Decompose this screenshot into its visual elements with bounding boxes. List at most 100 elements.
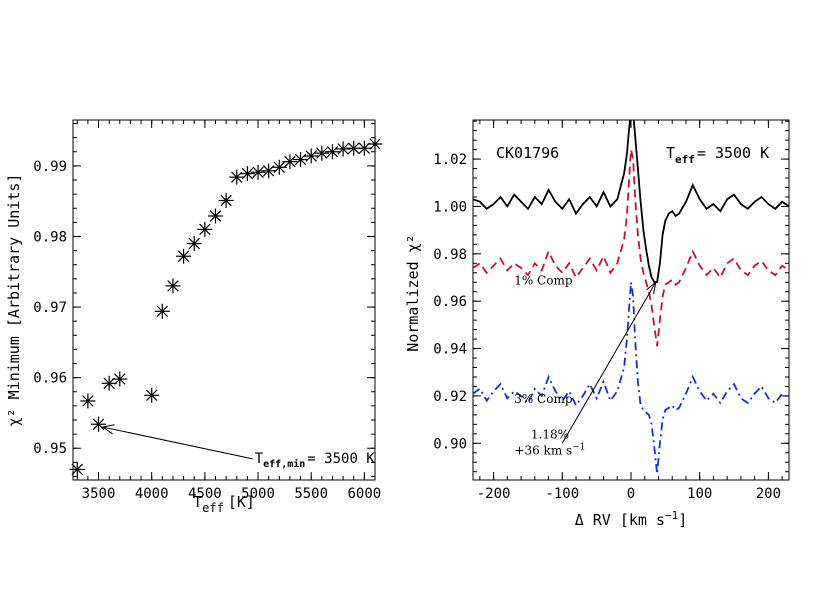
asterisk-stroke <box>369 138 381 150</box>
right-annotation: 1% Comp 3% Comp 1.18%+36 km s−1 <box>514 274 657 458</box>
data-point <box>271 159 287 175</box>
data-point <box>335 141 351 157</box>
asterisk-stroke <box>326 146 339 158</box>
left-xlabel: Teff [K] <box>193 493 255 515</box>
data-point <box>165 278 181 294</box>
data-point <box>261 163 277 179</box>
left-xlabel-unit: [K] <box>228 493 255 511</box>
asterisk-stroke <box>348 142 360 154</box>
right-ytick-label: 0.90 <box>433 436 467 452</box>
data-point <box>112 371 128 387</box>
right-xlabel-end: ] <box>678 511 687 529</box>
data-point <box>314 145 330 161</box>
star-label: CK01796 <box>496 144 559 162</box>
data-point <box>324 144 340 160</box>
data-point <box>91 416 107 432</box>
teff-label-sub: eff <box>675 153 695 166</box>
rv-annotation-line1: 1.18% <box>531 428 569 442</box>
asterisk-stroke <box>316 147 328 159</box>
teff-label: Teff = 3500 K <box>666 144 769 166</box>
left-plot-frame <box>72 119 376 481</box>
asterisk-stroke <box>167 280 179 292</box>
right-xtick-label: 100 <box>687 486 712 502</box>
left-panel: 3500 4000 4500 5000 5500 6000 0.95 0.96 0.97 0.98… <box>5 119 383 515</box>
series-line-2 <box>473 282 789 475</box>
right-ytick-label: 1.02 <box>433 152 467 168</box>
right-ytick-label: 0.98 <box>433 247 467 263</box>
asterisk-stroke <box>82 395 94 407</box>
asterisk-stroke <box>71 463 83 476</box>
rv-annotation-line2: +36 km s−1 <box>514 443 585 458</box>
asterisk-stroke <box>92 418 105 430</box>
rv-annotation-line2-exp: −1 <box>572 443 585 453</box>
right-xlabel-main: Δ RV [km s <box>575 511 665 529</box>
series-line-0 <box>473 120 789 284</box>
left-ytick-label: 0.96 <box>33 371 67 387</box>
data-point <box>250 164 266 180</box>
data-point <box>229 169 245 185</box>
asterisk-stroke <box>145 389 158 402</box>
left-ytick-label: 0.98 <box>33 229 67 245</box>
asterisk-stroke <box>209 210 222 222</box>
left-ytick-label: 0.97 <box>33 300 67 316</box>
left-xtick-label: 6000 <box>348 486 382 502</box>
asterisk-stroke <box>252 166 264 178</box>
teff-min-label-main: T <box>255 451 264 467</box>
teff-label-main: T <box>666 144 675 162</box>
data-point <box>101 375 117 391</box>
data-point <box>176 248 192 264</box>
asterisk-stroke <box>103 377 115 390</box>
left-points <box>69 136 383 477</box>
asterisk-stroke <box>199 223 211 236</box>
right-xtick-label: -200 <box>477 486 511 502</box>
data-point <box>356 140 372 156</box>
asterisk-stroke <box>273 161 286 174</box>
right-xlabel-exp: −1 <box>665 509 678 522</box>
teff-label-value: = 3500 K <box>697 144 769 162</box>
data-point <box>367 136 383 152</box>
asterisk-stroke <box>305 150 317 162</box>
teff-min-label: Teff,min = 3500 K <box>255 451 376 470</box>
right-xtick-label: -100 <box>545 486 579 502</box>
asterisk-stroke <box>188 237 200 250</box>
right-ytick-label: 0.96 <box>433 294 467 310</box>
series-label: 3% Comp <box>514 392 573 406</box>
left-annotation: Teff,min = 3500 K <box>101 424 376 470</box>
asterisk-stroke <box>284 155 296 168</box>
right-ytick-label: 0.92 <box>433 389 467 405</box>
asterisk-stroke <box>358 142 371 154</box>
data-point <box>186 236 202 252</box>
data-point <box>303 148 319 164</box>
data-point <box>282 154 298 170</box>
right-plot-frame <box>472 119 790 481</box>
left-xlabel-sub: eff <box>202 501 224 515</box>
left-ytick-label: 0.99 <box>33 159 67 175</box>
left-xlabel-main: T <box>193 493 202 511</box>
data-point <box>239 166 255 182</box>
teff-min-label-sub: eff,min <box>263 458 305 470</box>
data-point <box>207 208 223 224</box>
series-label: 1% Comp <box>514 274 573 288</box>
left-xtick-label: 5500 <box>294 486 328 502</box>
asterisk-stroke <box>156 305 169 318</box>
asterisk-stroke <box>177 250 190 262</box>
data-point <box>144 387 160 403</box>
teff-min-arrow <box>102 426 253 460</box>
series-line-1 <box>473 149 789 347</box>
left-xtick-label: 3500 <box>82 486 116 502</box>
rv-arrow <box>561 281 657 444</box>
right-panel: -200 -100 0 100 200 0.90 0.92 0.94 0.96 0.98 1.00 1… <box>404 119 790 529</box>
right-xlabel: Δ RV [km s−1] <box>575 509 688 529</box>
right-xtick-label: 200 <box>756 486 781 502</box>
right-series <box>473 120 789 475</box>
data-point <box>69 461 85 477</box>
asterisk-stroke <box>220 194 232 207</box>
teff-min-arrowhead <box>101 424 115 435</box>
data-point <box>346 140 362 156</box>
right-xtick-label: 0 <box>627 486 635 502</box>
asterisk-stroke <box>114 373 126 385</box>
data-point <box>218 192 234 208</box>
left-ylabel: χ² Minimum [Arbitrary Units] <box>5 174 23 427</box>
right-ticks: -200 -100 0 100 200 0.90 0.92 0.94 0.96 0.98 1.00 1… <box>433 120 789 502</box>
right-ytick-label: 1.00 <box>433 199 467 215</box>
